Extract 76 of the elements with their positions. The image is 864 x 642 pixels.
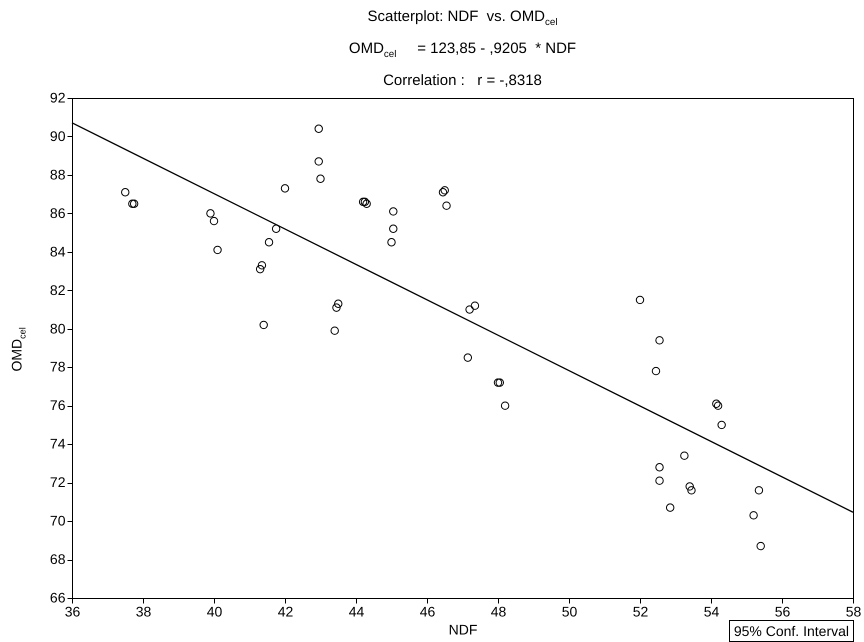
point <box>464 353 472 362</box>
y-tick-label: 70 <box>50 512 66 529</box>
point <box>389 224 398 233</box>
point <box>210 216 218 226</box>
point <box>756 542 765 550</box>
x-axis-title: NDF <box>448 622 478 638</box>
point <box>666 503 674 512</box>
point <box>749 511 758 520</box>
point <box>680 451 689 460</box>
point <box>256 264 264 274</box>
point <box>258 261 266 270</box>
point <box>358 198 368 206</box>
point <box>442 201 451 210</box>
point <box>206 209 215 218</box>
point <box>687 486 696 495</box>
point <box>314 124 323 133</box>
x-tick-label: 50 <box>562 604 578 620</box>
x-tick-label: 56 <box>774 604 790 620</box>
point <box>259 320 268 330</box>
x-tick-label: 48 <box>490 604 506 620</box>
y-tick-label: 74 <box>50 436 66 452</box>
point <box>264 238 274 246</box>
point <box>714 401 722 410</box>
point <box>712 400 721 408</box>
y-tick-label: 88 <box>50 166 66 182</box>
point <box>636 296 644 304</box>
point <box>330 326 339 335</box>
point <box>655 463 664 472</box>
point <box>272 224 280 233</box>
x-tick-label: 54 <box>704 604 720 620</box>
point <box>389 207 398 216</box>
point <box>440 186 449 195</box>
x-tick-label: 40 <box>206 604 222 620</box>
y-tick-label: 78 <box>50 358 66 375</box>
text: OMD$_{cel}$ = 123,85 - ,9205 * NDF Correlation : r = -,8318 <box>348 40 576 89</box>
point <box>213 246 222 254</box>
y-tick-label: 86 <box>50 204 66 221</box>
point <box>685 482 694 491</box>
point <box>280 184 290 193</box>
y-tick-label: 92 <box>50 90 66 106</box>
chart-title: Scatterplot: NDF vs. OMD$_{cel}$ <box>367 8 558 28</box>
y-tick-label: 80 <box>50 320 66 336</box>
y-tick-label: 84 <box>50 243 66 260</box>
x-tick-label: 52 <box>632 604 648 620</box>
point <box>314 157 323 166</box>
y-tick-label: 90 <box>50 128 66 144</box>
point <box>655 336 664 345</box>
point <box>465 305 474 314</box>
point <box>332 303 341 312</box>
point <box>362 200 371 208</box>
point <box>754 486 764 495</box>
x-tick-label: 36 <box>64 604 80 620</box>
point <box>121 188 130 196</box>
x-tick-label: 38 <box>136 604 152 620</box>
x-tick-label: 58 <box>846 604 862 620</box>
y-tick-label: 66 <box>50 590 66 606</box>
point <box>494 378 502 387</box>
y-tick-label: 76 <box>50 397 66 414</box>
point <box>360 198 370 206</box>
y-tick-label: 72 <box>50 474 66 490</box>
point <box>334 300 342 308</box>
point <box>655 476 664 485</box>
point <box>438 188 448 196</box>
text: 95% Conf. Interval <box>734 623 849 639</box>
point <box>500 401 510 410</box>
point <box>470 301 480 310</box>
point <box>496 378 504 387</box>
y-tick-label: 82 <box>50 282 66 298</box>
y-tick-label: 68 <box>50 551 66 568</box>
point <box>387 238 396 246</box>
x-tick-label: 42 <box>278 604 294 620</box>
x-tick-label: 46 <box>420 604 436 620</box>
point <box>717 420 726 430</box>
point <box>652 366 660 376</box>
point <box>316 174 325 183</box>
x-tick-label: 44 <box>348 604 364 620</box>
